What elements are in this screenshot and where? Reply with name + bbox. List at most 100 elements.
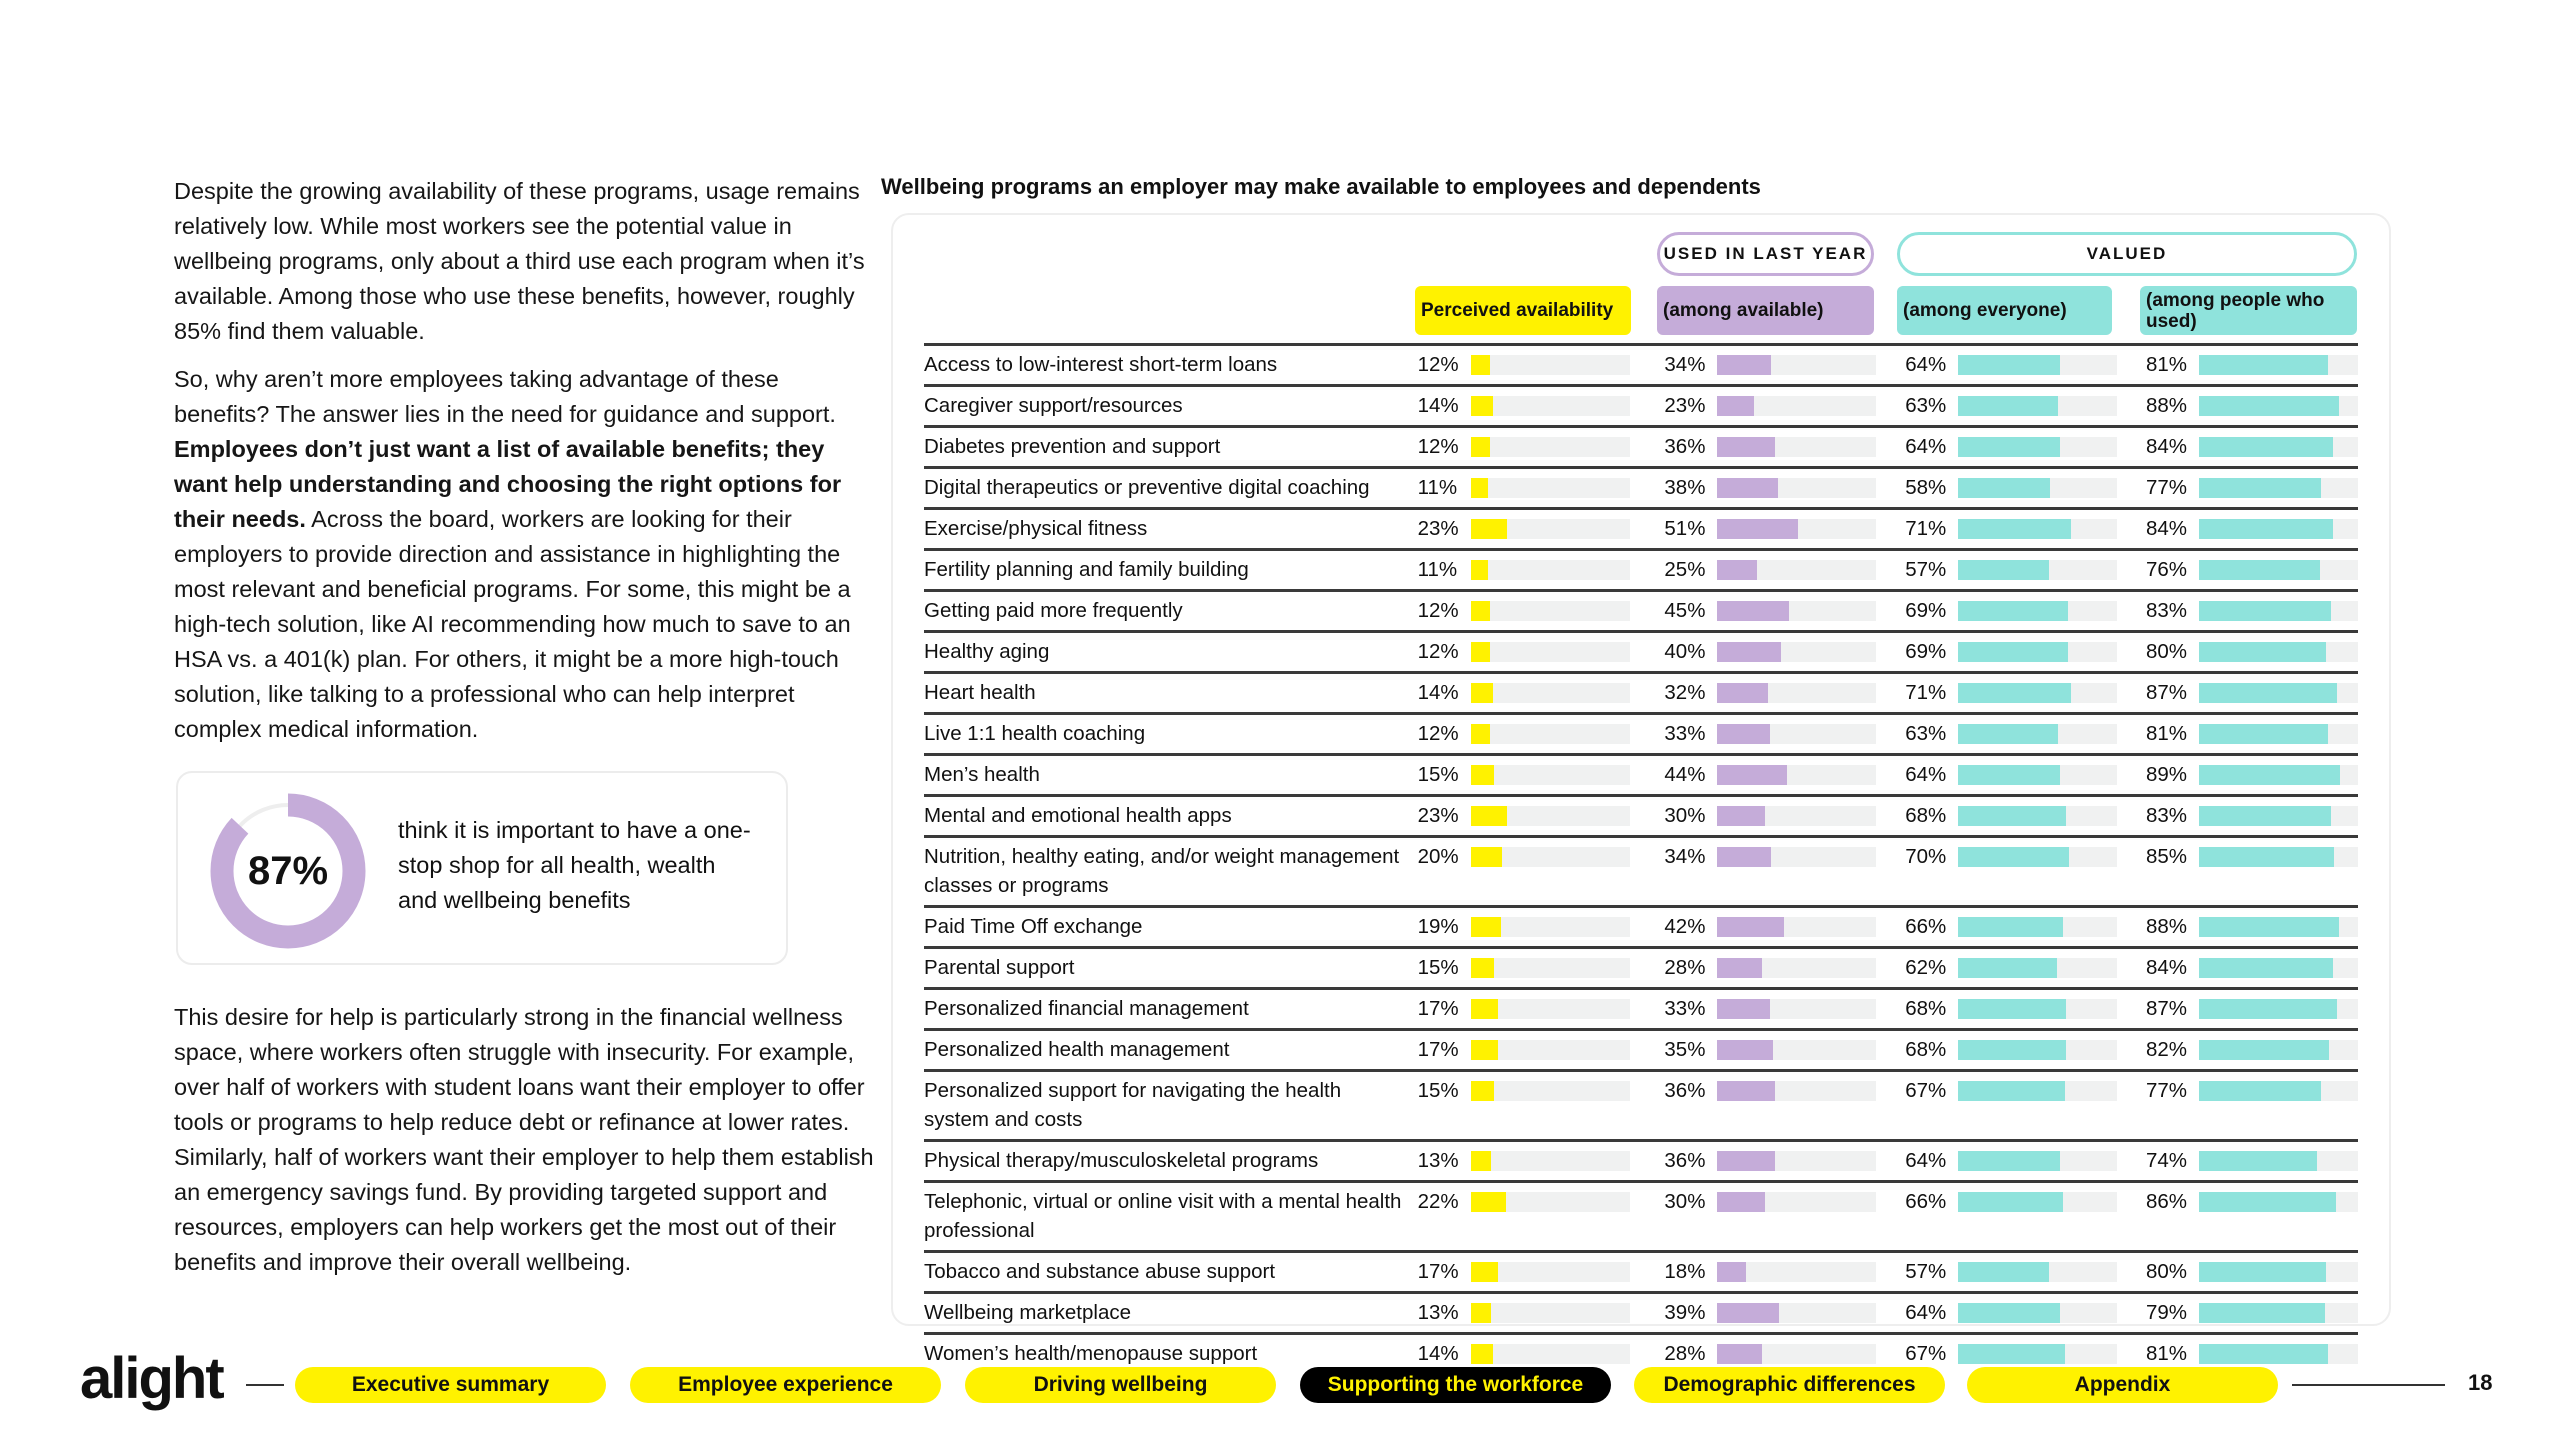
value-cell: 77%	[2146, 1076, 2358, 1105]
value-cell: 39%	[1664, 1298, 1905, 1327]
value-label: 33%	[1664, 997, 1706, 1020]
bar	[2198, 1344, 2328, 1364]
nav-employee-experience[interactable]: Employee experience	[630, 1367, 941, 1403]
bar	[1717, 1303, 1780, 1323]
row-label: Parental support	[924, 956, 1075, 979]
value-cell: 81%	[2146, 350, 2358, 379]
value-cell: 57%	[1905, 555, 2146, 584]
bar	[2198, 1303, 2325, 1323]
value-cell: 23%	[1664, 391, 1905, 420]
table-row: Paid Time Off exchange 19% 42% 66% 88%	[924, 905, 2358, 946]
value-cell: 57%	[1905, 1257, 2146, 1286]
bar-track	[2198, 1040, 2358, 1060]
value-cell: 67%	[1905, 1076, 2146, 1105]
table-row: Diabetes prevention and support 12% 36% 64%…	[924, 425, 2358, 466]
value-cell: 89%	[2146, 760, 2358, 789]
value-label: 66%	[1905, 1190, 1947, 1213]
bar-track	[1717, 847, 1877, 867]
bar	[1470, 999, 1498, 1019]
row-label: Paid Time Off exchange	[924, 915, 1143, 938]
bar-track	[1717, 478, 1877, 498]
value-label: 32%	[1664, 681, 1706, 704]
bar	[1470, 1192, 1506, 1212]
bar-track	[1958, 396, 2118, 416]
value-cell: 30%	[1664, 801, 1905, 830]
value-cell: 67%	[1905, 1339, 2146, 1368]
value-label: 33%	[1664, 722, 1706, 745]
row-label: Nutrition, healthy eating, and/or weight…	[924, 845, 1400, 897]
nav-appendix[interactable]: Appendix	[1967, 1367, 2278, 1403]
bar-track	[1958, 601, 2118, 621]
value-cell: 69%	[1905, 637, 2146, 666]
value-label: 64%	[1905, 1301, 1947, 1324]
nav-driving-wellbeing[interactable]: Driving wellbeing	[965, 1367, 1276, 1403]
bar	[1470, 1303, 1492, 1323]
value-cell: 64%	[1905, 1146, 2146, 1175]
bar-track	[2198, 396, 2358, 416]
bar	[1958, 601, 2068, 621]
value-label: 88%	[2145, 915, 2188, 938]
value-cell: 81%	[2146, 719, 2358, 748]
value-cell: 69%	[1905, 596, 2146, 625]
bar	[1958, 683, 2072, 703]
value-cell: 84%	[2146, 432, 2358, 461]
value-cell: 28%	[1664, 1339, 1905, 1368]
bar	[2198, 806, 2331, 826]
bar-track	[2198, 958, 2358, 978]
value-label: 67%	[1905, 1342, 1947, 1365]
bar-track	[1470, 1040, 1630, 1060]
table-row: Healthy aging 12% 40% 69% 80%	[924, 630, 2358, 671]
bar	[1958, 560, 2049, 580]
bar	[1958, 1344, 2065, 1364]
row-label: Personalized financial management	[924, 997, 1249, 1020]
value-label: 63%	[1905, 394, 1947, 417]
row-label: Heart health	[924, 681, 1036, 704]
value-label: 57%	[1905, 1260, 1947, 1283]
bar-track	[1470, 1081, 1630, 1101]
bar	[1717, 1040, 1774, 1060]
value-cell: 87%	[2146, 994, 2358, 1023]
value-label: 19%	[1417, 915, 1459, 938]
value-label: 15%	[1417, 763, 1459, 786]
value-cell: 30%	[1664, 1187, 1905, 1216]
bar-track	[2198, 917, 2358, 937]
value-cell: 88%	[2146, 912, 2358, 941]
value-label: 80%	[2145, 1260, 2188, 1283]
value-cell: 12%	[1418, 596, 1665, 625]
value-label: 58%	[1905, 476, 1947, 499]
value-cell: 71%	[1905, 514, 2146, 543]
value-cell: 68%	[1905, 994, 2146, 1023]
nav-executive-summary[interactable]: Executive summary	[295, 1367, 606, 1403]
bar-track	[2198, 1081, 2358, 1101]
bar-track	[2198, 724, 2358, 744]
guidance-paragraph: So, why aren’t more employees taking adv…	[174, 362, 874, 747]
bar-track	[1470, 999, 1630, 1019]
nav-demographic-differences[interactable]: Demographic differences	[1634, 1367, 1945, 1403]
value-cell: 80%	[2146, 637, 2358, 666]
bar	[2198, 478, 2322, 498]
bar-track	[1470, 1303, 1630, 1323]
bar-track	[1958, 560, 2118, 580]
row-label: Mental and emotional health apps	[924, 804, 1232, 827]
value-cell: 25%	[1664, 555, 1905, 584]
bar	[2198, 519, 2333, 539]
value-label: 80%	[2145, 640, 2188, 663]
bar	[1958, 642, 2068, 662]
value-label: 67%	[1905, 1079, 1947, 1102]
value-label: 66%	[1905, 915, 1947, 938]
value-cell: 38%	[1664, 473, 1905, 502]
bar	[1717, 683, 1769, 703]
value-label: 70%	[1905, 845, 1947, 868]
bar	[1717, 999, 1770, 1019]
table-row: Physical therapy/musculoskeletal program…	[924, 1139, 2358, 1180]
row-label: Exercise/physical fitness	[924, 517, 1148, 540]
value-label: 82%	[2145, 1038, 2188, 1061]
bar-track	[2198, 437, 2358, 457]
bar	[1470, 478, 1489, 498]
column-header-valued-everyone: (among everyone)	[1897, 286, 2112, 335]
stat-callout: 87% think it is important to have a one-…	[176, 771, 788, 965]
alight-logo[interactable]: alight	[80, 1346, 225, 1411]
nav-supporting-the-workforce[interactable]: Supporting the workforce	[1300, 1367, 1611, 1403]
bar-track	[1717, 355, 1877, 375]
value-label: 62%	[1905, 956, 1947, 979]
